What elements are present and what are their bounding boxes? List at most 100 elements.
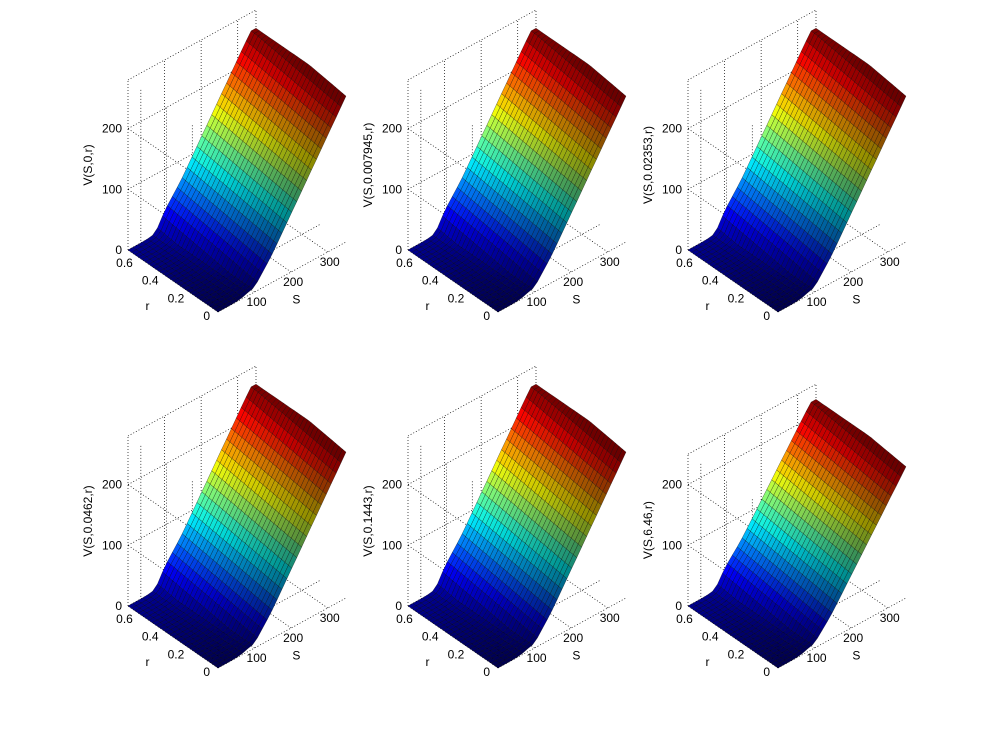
y-tick-label: 0.2	[728, 647, 745, 661]
y-axis-label: r	[426, 655, 430, 669]
y-tick-label: 0.2	[448, 291, 465, 305]
x-axis-label: S	[852, 649, 860, 663]
z-tick-label: 0	[675, 599, 682, 613]
x-axis-label: S	[572, 649, 580, 663]
y-tick-label: 0	[483, 309, 490, 323]
x-tick-label: 300	[880, 255, 900, 269]
surface-mesh	[407, 27, 627, 313]
z-tick-label: 200	[662, 478, 682, 492]
x-tick-label: 200	[563, 631, 583, 645]
y-tick-label: 0	[203, 665, 210, 679]
y-tick-label: 0	[763, 665, 770, 679]
z-gridline-back	[407, 474, 537, 546]
z-axis-label: V(S,0.02353,r)	[641, 126, 655, 204]
z-axis-label: V(S,0,r)	[81, 144, 95, 185]
surface-patch	[337, 448, 347, 463]
x-tick-label: 300	[320, 255, 340, 269]
z-axis-label: V(S,6.46,r)	[641, 501, 655, 559]
z-gridline-back	[687, 474, 817, 546]
z-axis-label: V(S,0.1443,r)	[361, 485, 375, 556]
x-tick-label: 100	[807, 295, 827, 309]
y-axis-label: r	[146, 299, 150, 313]
z-tick-label: 200	[102, 478, 122, 492]
z-gridline-back	[687, 118, 817, 190]
z-gridline-back	[407, 58, 537, 129]
x-tick-label: 200	[843, 631, 863, 645]
z-axis-label: V(S,0.007945,r)	[361, 123, 375, 208]
y-tick-label: 0.4	[702, 274, 719, 288]
y-tick-label: 0.2	[168, 647, 185, 661]
y-axis-label: r	[706, 299, 710, 313]
x-tick-label: 300	[600, 255, 620, 269]
y-axis-label: r	[426, 299, 430, 313]
z-tick-label: 100	[102, 182, 122, 196]
z-gridline-back	[407, 414, 537, 485]
x-axis-label: S	[852, 293, 860, 307]
surface-plot-2: 0 100 200 100 200 300 0 0.2 0.4 0.6 V(S,0.007945,r…	[361, 9, 627, 323]
z-gridline-back	[127, 58, 257, 129]
back-top-edge	[687, 383, 817, 455]
z-tick-label: 200	[662, 122, 682, 136]
y-tick-label: 0.6	[116, 256, 133, 270]
y-gridline-floor	[217, 241, 347, 313]
surface-patch	[617, 448, 627, 463]
y-tick-label: 0.4	[422, 630, 439, 644]
surface-patch	[617, 92, 627, 107]
y-tick-label: 0.4	[142, 274, 159, 288]
x-tick-label: 100	[527, 651, 547, 665]
y-axis-label: r	[706, 655, 710, 669]
y-tick-label: 0	[203, 309, 210, 323]
y-tick-label: 0.2	[728, 291, 745, 305]
x-tick-label: 300	[880, 611, 900, 625]
x-tick-label: 200	[563, 275, 583, 289]
y-tick-label: 0.6	[396, 612, 413, 626]
surface-plot-6: 0 100 200 100 200 300 0 0.2 0.4 0.6 V(S,6.46,r) Sr	[641, 383, 907, 679]
z-tick-label: 100	[382, 538, 402, 552]
surface-patch	[897, 92, 907, 107]
surface-mesh	[127, 383, 347, 669]
surface-patch	[337, 92, 347, 107]
y-tick-label: 0.6	[116, 612, 133, 626]
z-gridline-back	[407, 118, 537, 190]
z-tick-label: 0	[395, 599, 402, 613]
z-tick-label: 100	[662, 538, 682, 552]
y-tick-label: 0.6	[676, 612, 693, 626]
y-tick-label: 0.6	[676, 256, 693, 270]
back-top-edge	[407, 9, 537, 81]
surface-plot-4: 0 100 200 100 200 300 0 0.2 0.4 0.6 V(S,0.0462,r) S…	[81, 365, 347, 679]
z-gridline-back	[127, 118, 257, 190]
z-tick-label: 0	[115, 243, 122, 257]
surface-mesh	[687, 399, 907, 669]
surface-mesh	[687, 27, 907, 313]
y-gridline-floor	[777, 597, 907, 669]
z-gridline-back	[687, 58, 817, 129]
x-axis-label: S	[572, 293, 580, 307]
x-axis-label: S	[292, 293, 300, 307]
x-tick-label: 300	[320, 611, 340, 625]
x-tick-label: 100	[527, 295, 547, 309]
y-tick-label: 0.4	[702, 630, 719, 644]
x-tick-label: 100	[247, 651, 267, 665]
z-tick-label: 100	[102, 538, 122, 552]
back-top-edge	[127, 9, 257, 81]
x-tick-label: 100	[807, 651, 827, 665]
y-tick-label: 0.4	[422, 274, 439, 288]
surface-plot-3: 0 100 200 100 200 300 0 0.2 0.4 0.6 V(S,0.02353,r)…	[641, 9, 907, 323]
z-tick-label: 200	[382, 122, 402, 136]
z-tick-label: 0	[675, 243, 682, 257]
y-axis-label: r	[146, 655, 150, 669]
y-gridline-floor	[497, 597, 627, 669]
z-gridline-back	[127, 474, 257, 546]
y-tick-label: 0	[763, 309, 770, 323]
x-tick-label: 200	[283, 631, 303, 645]
z-tick-label: 200	[102, 122, 122, 136]
y-tick-label: 0.4	[142, 630, 159, 644]
surface-patch	[897, 463, 907, 477]
x-tick-label: 200	[283, 275, 303, 289]
y-tick-label: 0.2	[168, 291, 185, 305]
surface-mesh	[127, 27, 347, 313]
y-tick-label: 0.2	[448, 647, 465, 661]
surface-plot-1: 0 100 200 100 200 300 0 0.2 0.4 0.6 V(S,0,r) Sr	[81, 9, 347, 323]
